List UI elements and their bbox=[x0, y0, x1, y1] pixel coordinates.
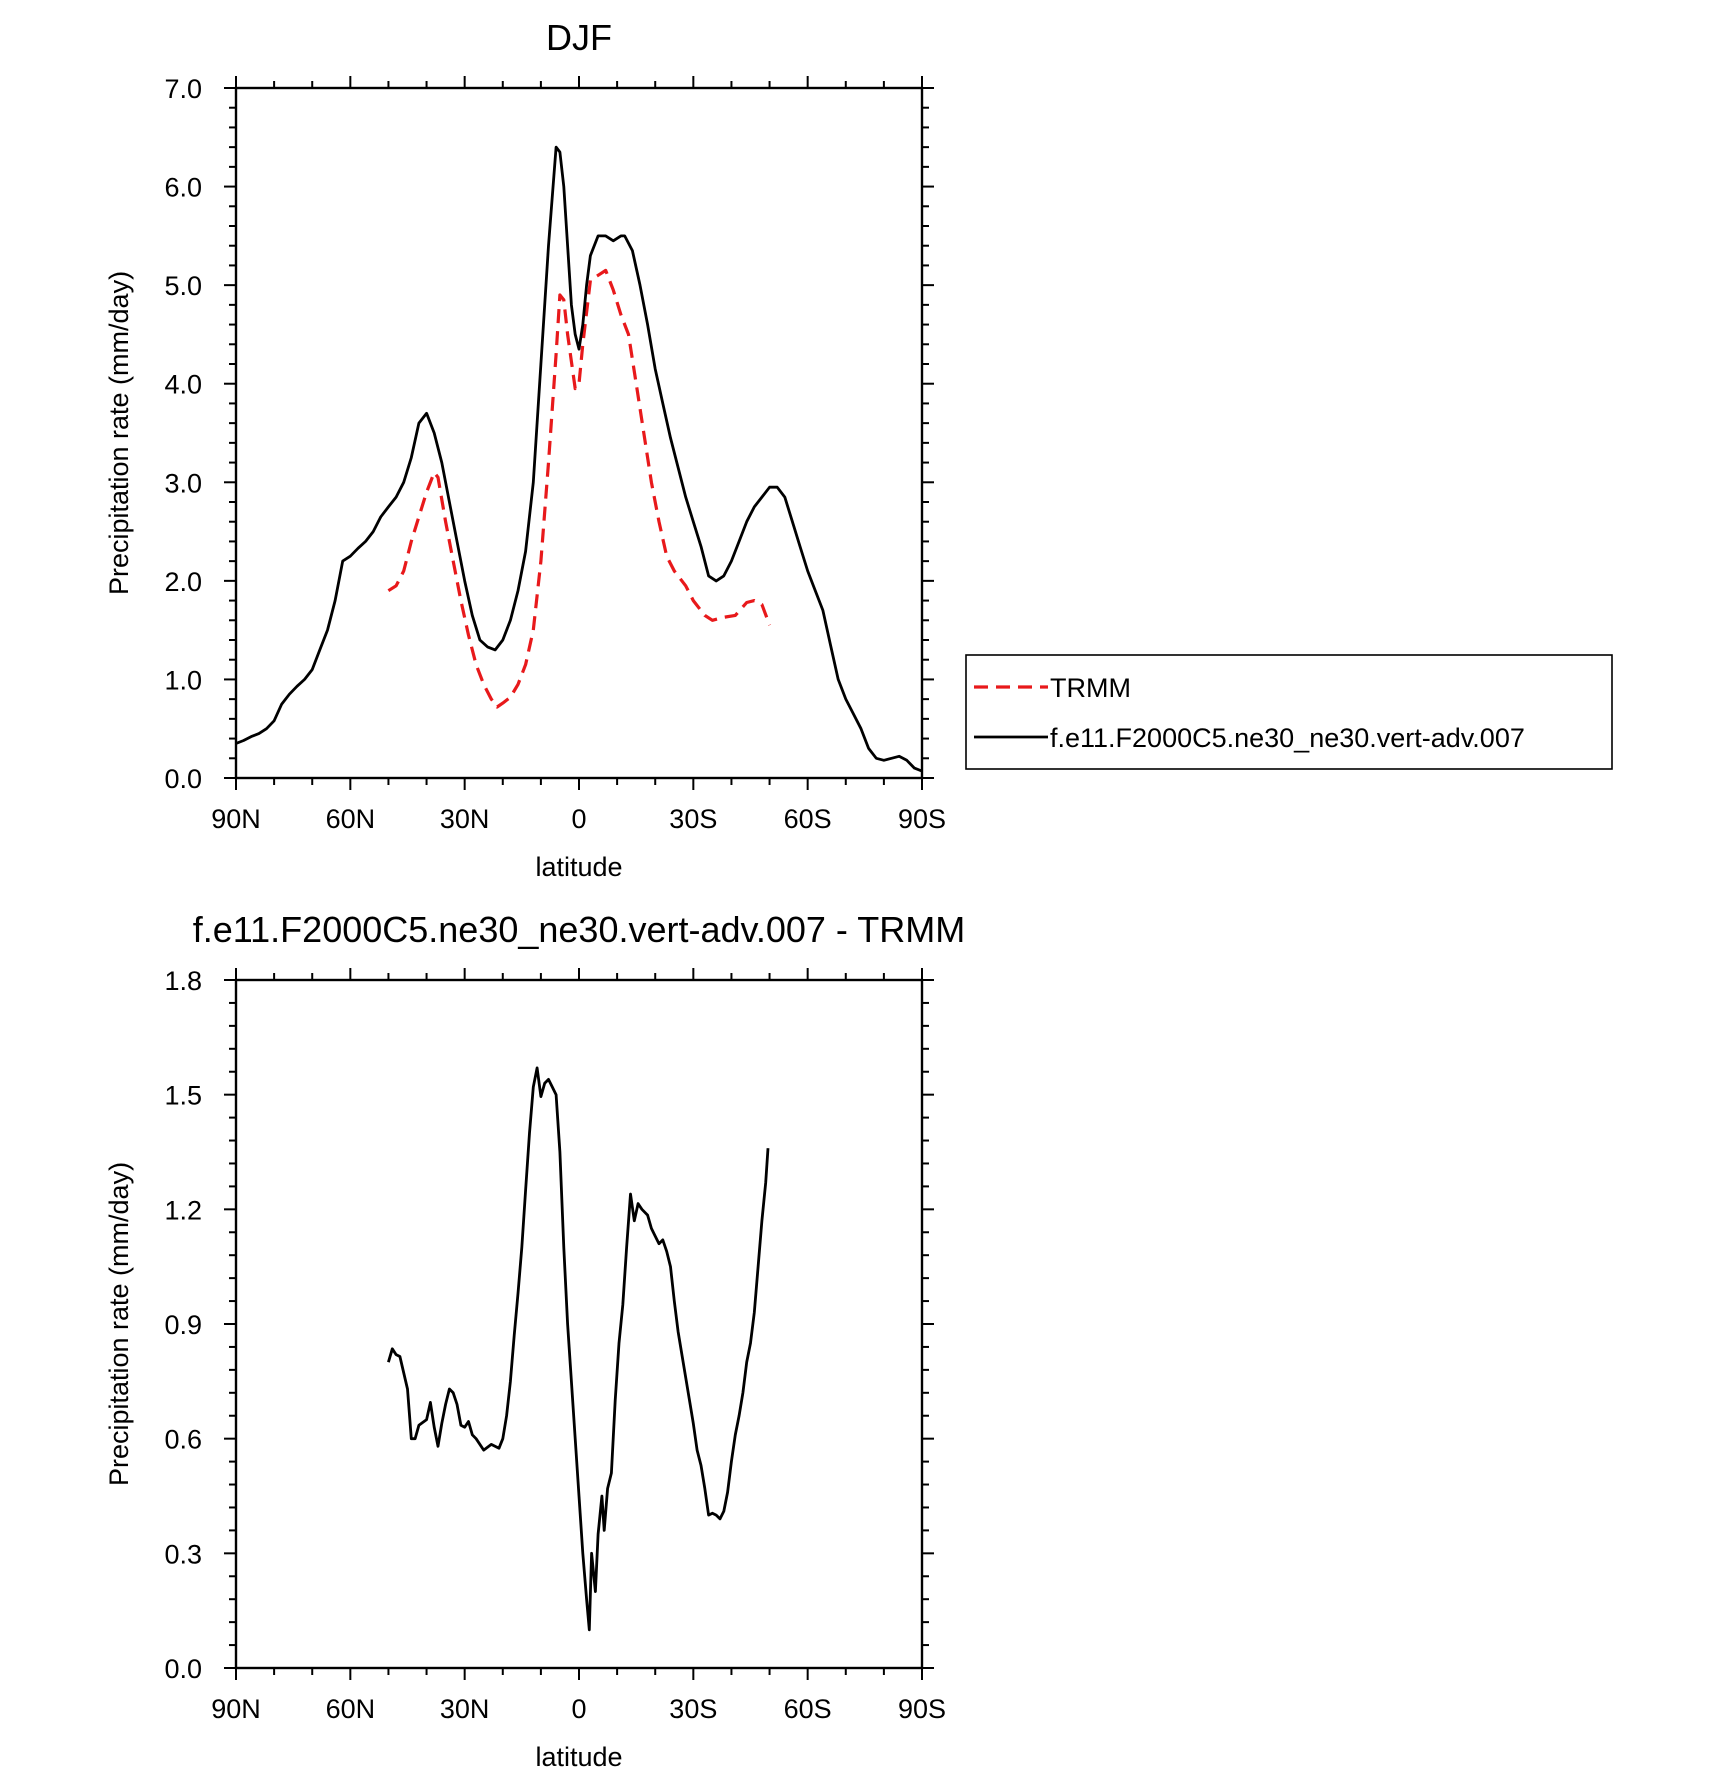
y-tick-label: 1.0 bbox=[164, 665, 202, 695]
y-tick-label: 4.0 bbox=[164, 370, 202, 400]
x-tick-label: 30S bbox=[669, 804, 717, 834]
y-tick-label: 1.2 bbox=[164, 1195, 202, 1225]
y-tick-label: 5.0 bbox=[164, 271, 202, 301]
y-tick-label: 6.0 bbox=[164, 173, 202, 203]
x-tick-label: 90N bbox=[211, 804, 261, 834]
x-axis-label: latitude bbox=[535, 852, 622, 882]
x-tick-label: 0 bbox=[571, 804, 586, 834]
chart-title: f.e11.F2000C5.ne30_ne30.vert-adv.007 - T… bbox=[193, 909, 965, 950]
x-axis-label: latitude bbox=[535, 1742, 622, 1772]
x-tick-label: 30S bbox=[669, 1694, 717, 1724]
chart-1: DJF 90N 60N 30N 0 30S 60S 90S 0.0 1.0 2.0 3.0 4.0 5.0… bbox=[104, 17, 1613, 882]
legend: TRMM f.e11.F2000C5.ne30_ne30.vert-adv.007 bbox=[965, 654, 1613, 770]
x-tick-label: 90N bbox=[211, 1694, 261, 1724]
chart-2: f.e11.F2000C5.ne30_ne30.vert-adv.007 - T… bbox=[104, 909, 965, 1772]
y-axis-label: Precipitation rate (mm/day) bbox=[104, 1162, 134, 1486]
x-ticks bbox=[235, 968, 923, 1680]
series-line-1 bbox=[387, 268, 772, 709]
x-tick-label: 30N bbox=[440, 804, 490, 834]
y-tick-label: 0.6 bbox=[164, 1425, 202, 1455]
x-tick-label: 60N bbox=[326, 804, 376, 834]
y-tick-label: 0.3 bbox=[164, 1539, 202, 1569]
y-ticks bbox=[224, 87, 934, 779]
x-ticks bbox=[235, 76, 923, 790]
y-ticks bbox=[224, 979, 934, 1669]
y-tick-label: 3.0 bbox=[164, 468, 202, 498]
series-group bbox=[236, 145, 922, 773]
y-tick-label: 0.9 bbox=[164, 1310, 202, 1340]
y-tick-label: 7.0 bbox=[164, 74, 202, 104]
legend-label-1: TRMM bbox=[1050, 673, 1131, 703]
x-tick-label: 60N bbox=[326, 1694, 376, 1724]
series-line-2 bbox=[236, 145, 922, 773]
x-tick-label: 60S bbox=[784, 1694, 832, 1724]
x-tick-label: 90S bbox=[898, 1694, 946, 1724]
legend-label-2: f.e11.F2000C5.ne30_ne30.vert-adv.007 bbox=[1050, 723, 1525, 753]
series-group bbox=[387, 1066, 770, 1632]
y-tick-label: 0.0 bbox=[164, 1654, 202, 1684]
plot-frame bbox=[234, 86, 924, 780]
x-tick-label: 30N bbox=[440, 1694, 490, 1724]
y-tick-label: 1.5 bbox=[164, 1081, 202, 1111]
y-tick-label: 1.8 bbox=[164, 966, 202, 996]
x-tick-label: 90S bbox=[898, 804, 946, 834]
x-tick-label: 0 bbox=[571, 1694, 586, 1724]
y-axis-label: Precipitation rate (mm/day) bbox=[104, 271, 134, 595]
plot-frame bbox=[234, 978, 924, 1670]
chart-title: DJF bbox=[546, 17, 612, 58]
y-tick-label: 2.0 bbox=[164, 567, 202, 597]
x-tick-label: 60S bbox=[784, 804, 832, 834]
y-tick-label: 0.0 bbox=[164, 764, 202, 794]
legend-box bbox=[965, 654, 1613, 770]
series-line-1 bbox=[387, 1066, 770, 1632]
